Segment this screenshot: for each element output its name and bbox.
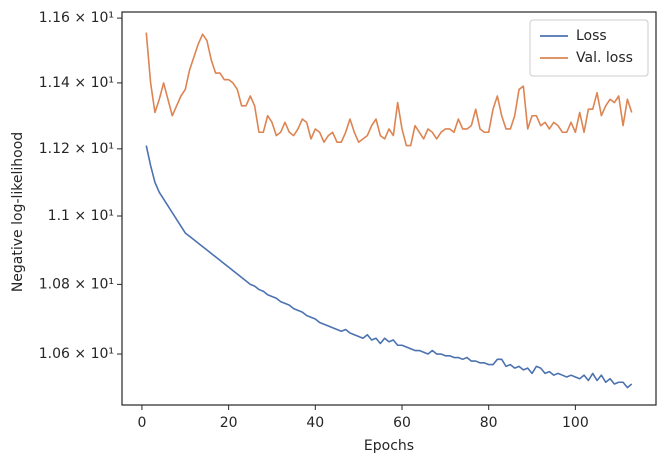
y-tick-label: 1.12 × 10¹ <box>39 141 114 157</box>
x-axis-label: Epochs <box>364 438 414 454</box>
x-tick-label: 0 <box>137 415 146 431</box>
y-tick-label: 1.1 × 10¹ <box>48 208 114 224</box>
y-tick-label: 1.16 × 10¹ <box>39 10 114 26</box>
y-axis-label: Negative log-likelihood <box>10 132 26 292</box>
x-tick-label: 60 <box>393 415 411 431</box>
y-tick-label: 1.14 × 10¹ <box>39 75 114 91</box>
legend-label: Loss <box>576 28 607 44</box>
line-series <box>145 145 633 389</box>
y-tick-label: 1.08 × 10¹ <box>39 276 114 292</box>
legend-label: Val. loss <box>576 50 633 66</box>
x-tick-label: 100 <box>562 415 589 431</box>
x-tick-label: 20 <box>220 415 238 431</box>
plot-frame <box>121 11 657 406</box>
x-tick-label: 40 <box>306 415 324 431</box>
line-series <box>145 32 633 147</box>
x-tick-label: 80 <box>480 415 498 431</box>
legend-box <box>529 19 649 77</box>
y-tick-label: 1.06 × 10¹ <box>39 346 114 362</box>
